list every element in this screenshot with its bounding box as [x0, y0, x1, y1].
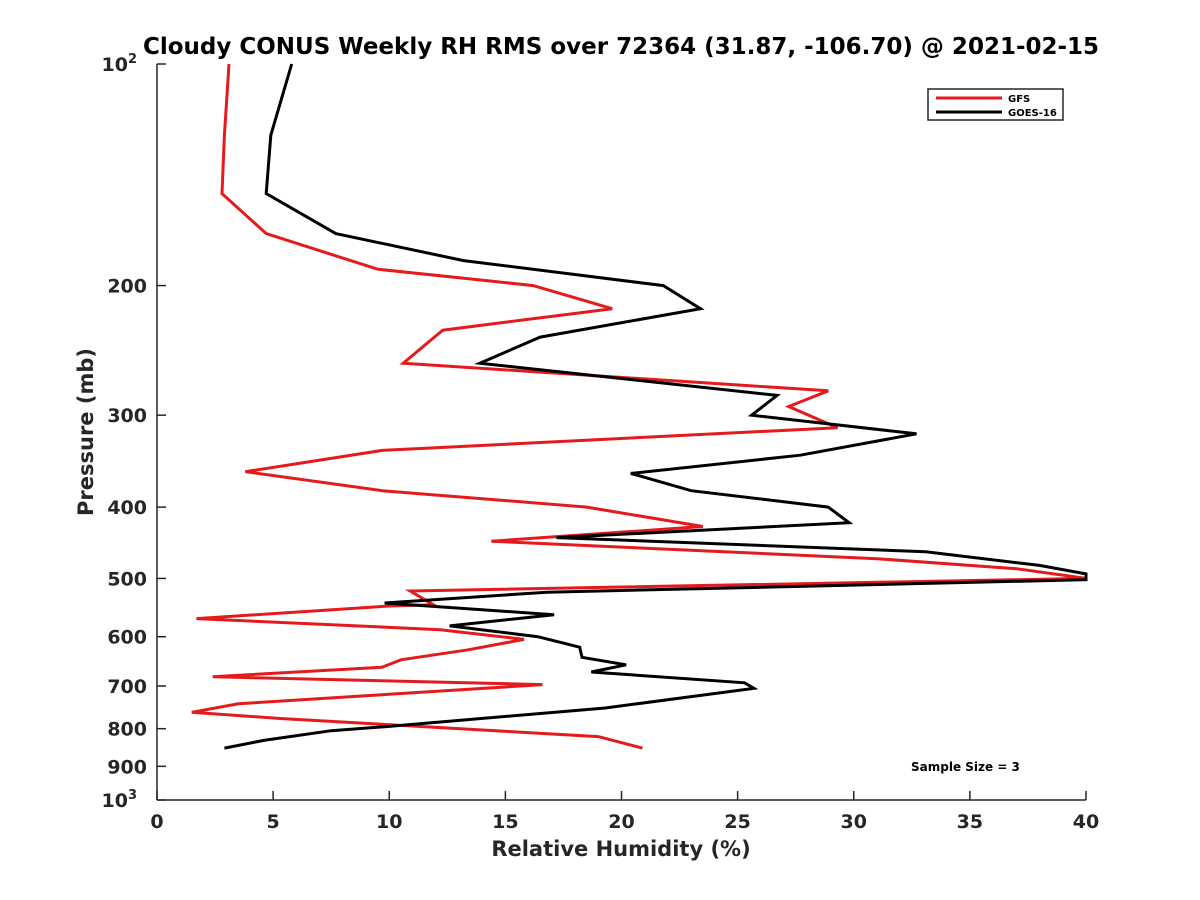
y-tick-label: 103: [102, 788, 138, 812]
x-axis-label: Relative Humidity (%): [491, 837, 750, 861]
series-line-1: [224, 63, 1088, 750]
legend-label-0: GFS: [1008, 94, 1030, 105]
x-tick-label: 5: [267, 811, 280, 833]
x-tick-label: 40: [1073, 811, 1099, 833]
axes-layer: [156, 64, 1086, 801]
y-axis-label: Pressure (mb): [74, 348, 98, 516]
legend: GFS GOES-16: [927, 88, 1064, 121]
legend-label-1: GOES-16: [1008, 108, 1057, 119]
y-tick-label: 700: [107, 676, 147, 698]
series-layer: [191, 63, 1088, 750]
y-tick-label: 900: [107, 756, 147, 778]
y-tick-label: 200: [107, 276, 147, 298]
series-line-0: [191, 63, 1087, 750]
x-tick-label: 10: [376, 811, 402, 833]
y-tick-label: 600: [107, 627, 147, 649]
y-tick-label: 400: [107, 497, 147, 519]
y-tick-label: 300: [107, 405, 147, 427]
chart-title: Cloudy CONUS Weekly RH RMS over 72364 (3…: [143, 34, 1099, 60]
y-ticks: 102 200 300 400 500 600 700 800 900 103: [102, 52, 166, 812]
y-tick-label: 102: [102, 52, 138, 76]
x-tick-label: 35: [957, 811, 983, 833]
x-tick-label: 25: [724, 811, 750, 833]
y-tick-label: 800: [107, 719, 147, 741]
x-ticks: 0 5 10 15 20 25 30 35 40: [150, 791, 1099, 833]
x-tick-label: 15: [492, 811, 518, 833]
y-tick-label: 500: [107, 568, 147, 590]
legend-box: [927, 88, 1064, 121]
legend-items: GFS GOES-16: [936, 94, 1057, 119]
x-tick-label: 30: [841, 811, 867, 833]
x-tick-label: 0: [150, 811, 163, 833]
sample-size-annotation: Sample Size = 3: [911, 760, 1020, 774]
x-tick-label: 20: [608, 811, 634, 833]
